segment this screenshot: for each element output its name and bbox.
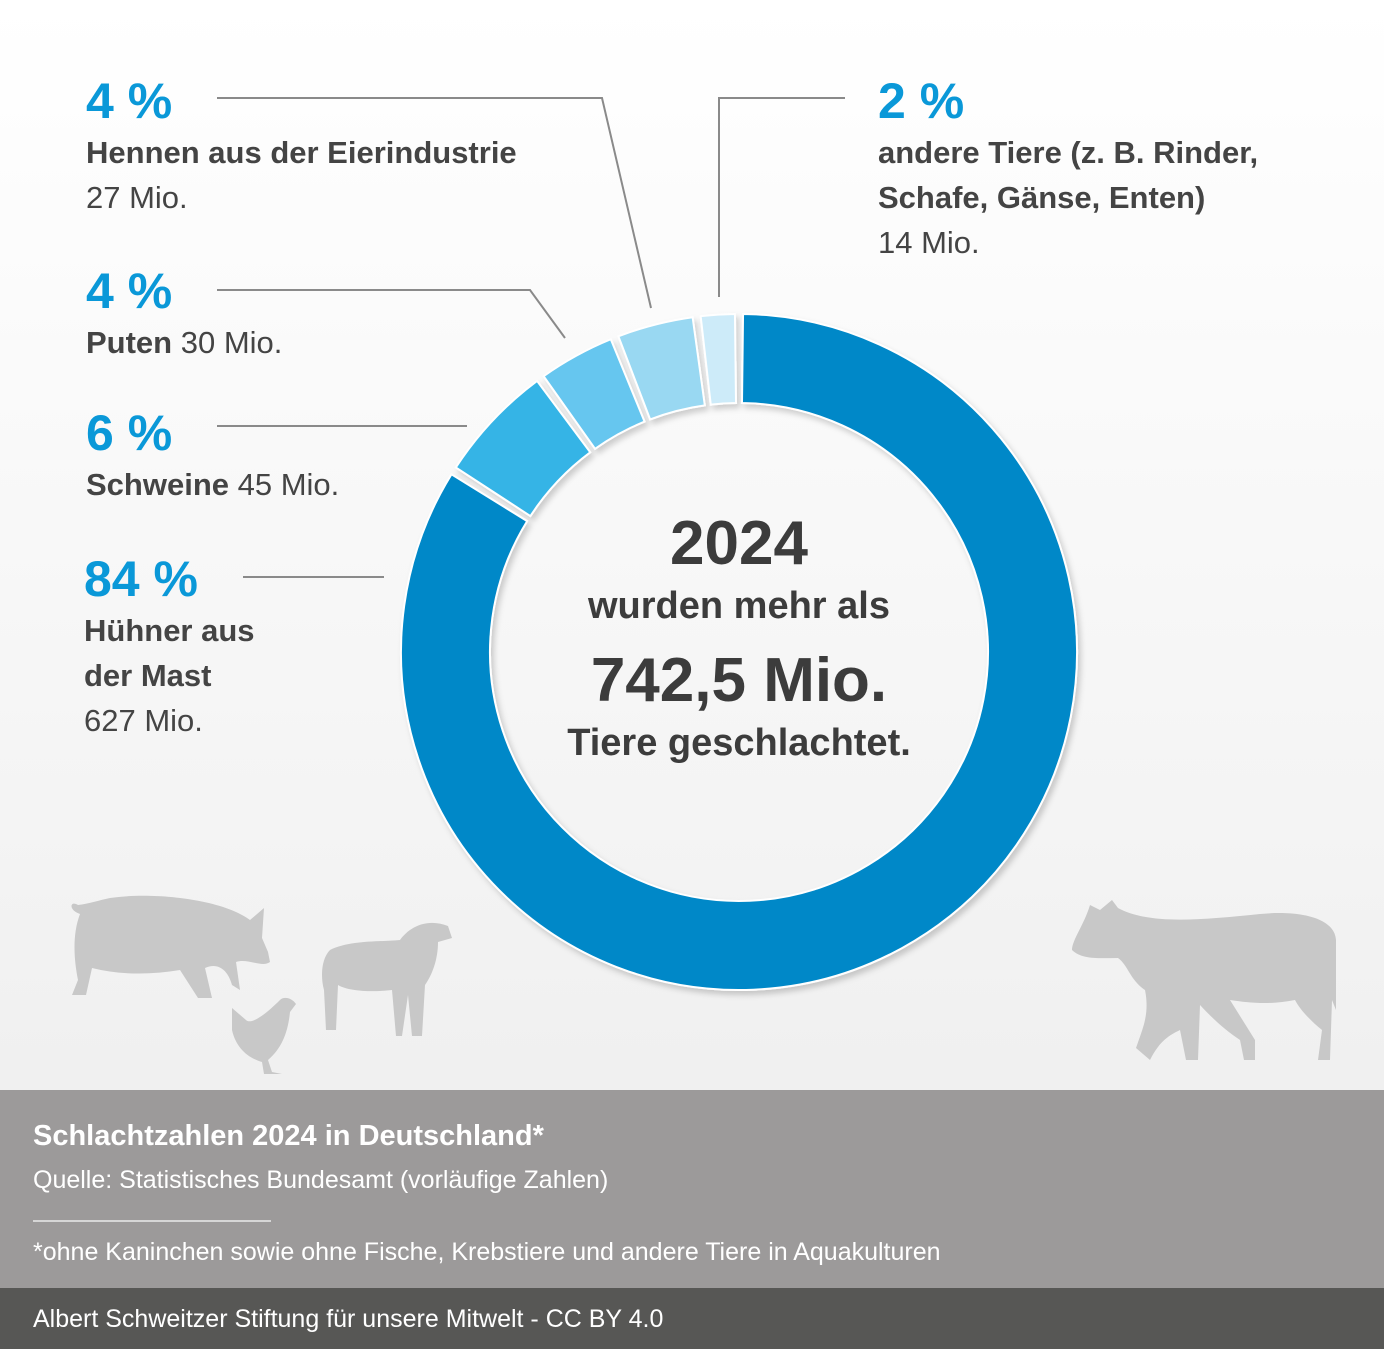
donut-slice-2 [542,337,646,451]
name-puten: Puten [86,325,173,360]
value-huehner: 627 Mio. [84,703,203,738]
sheep-icon [322,922,452,1036]
label-huehner: 84 % Hühner aus der Mast 627 Mio. [84,550,255,743]
cow-icon [1072,900,1336,1060]
name-huehner-line2: der Mast [84,658,212,693]
footer-divider [33,1220,271,1222]
donut-slice-0 [400,313,1078,991]
leader-line-andere [718,97,845,297]
center-line1: wurden mehr als [588,585,890,627]
donut-chart [71,97,1336,1074]
donut-slice-1 [454,379,592,518]
donut-slice-3 [617,316,706,421]
footer-source: Quelle: Statistisches Bundesamt (vorläuf… [33,1166,609,1194]
name-schweine: Schweine [86,467,229,502]
percent-hennen: 4 % [86,73,173,129]
name-huehner-line1: Hühner aus [84,613,255,648]
percent-andere: 2 % [878,73,965,129]
label-andere: 2 % andere Tiere (z. B. Rinder, Schafe, … [878,72,1258,265]
percent-schweine: 6 % [86,405,173,461]
leader-line-hennen [217,97,652,309]
center-total: 742,5 Mio. [590,646,888,715]
footer: Schlachtzahlen 2024 in Deutschland* Quel… [0,1090,1384,1288]
footer-note: *ohne Kaninchen sowie ohne Fische, Krebs… [33,1238,941,1266]
leader-line-puten [217,289,566,339]
name-andere-line1: andere Tiere (z. B. Rinder, [878,135,1259,170]
chicken-icon [232,997,296,1074]
center-line2: Tiere geschlachtet. [567,722,911,764]
label-hennen: 4 % Hennen aus der Eierindustrie 27 Mio. [86,72,517,220]
value-hennen: 27 Mio. [86,180,188,215]
center-year: 2024 [670,509,808,578]
credit-bar: Albert Schweitzer Stiftung für unsere Mi… [0,1288,1384,1349]
name-hennen: Hennen aus der Eierindustrie [86,135,517,170]
pig-icon [71,895,270,998]
footer-title: Schlachtzahlen 2024 in Deutschland* [33,1120,544,1152]
label-puten: 4 % Puten 30 Mio. [86,262,282,365]
credit-text: Albert Schweitzer Stiftung für unsere Mi… [33,1305,664,1333]
percent-huehner: 84 % [84,551,198,607]
donut-slice-4 [699,313,738,406]
value-schweine: 45 Mio. [237,467,340,502]
value-puten: 30 Mio. [180,325,283,360]
name-andere-line2: Schafe, Gänse, Enten) [878,180,1206,215]
label-schweine: 6 % Schweine 45 Mio. [86,404,339,507]
percent-puten: 4 % [86,263,173,319]
leader-lines [217,97,845,578]
value-andere: 14 Mio. [878,225,980,260]
